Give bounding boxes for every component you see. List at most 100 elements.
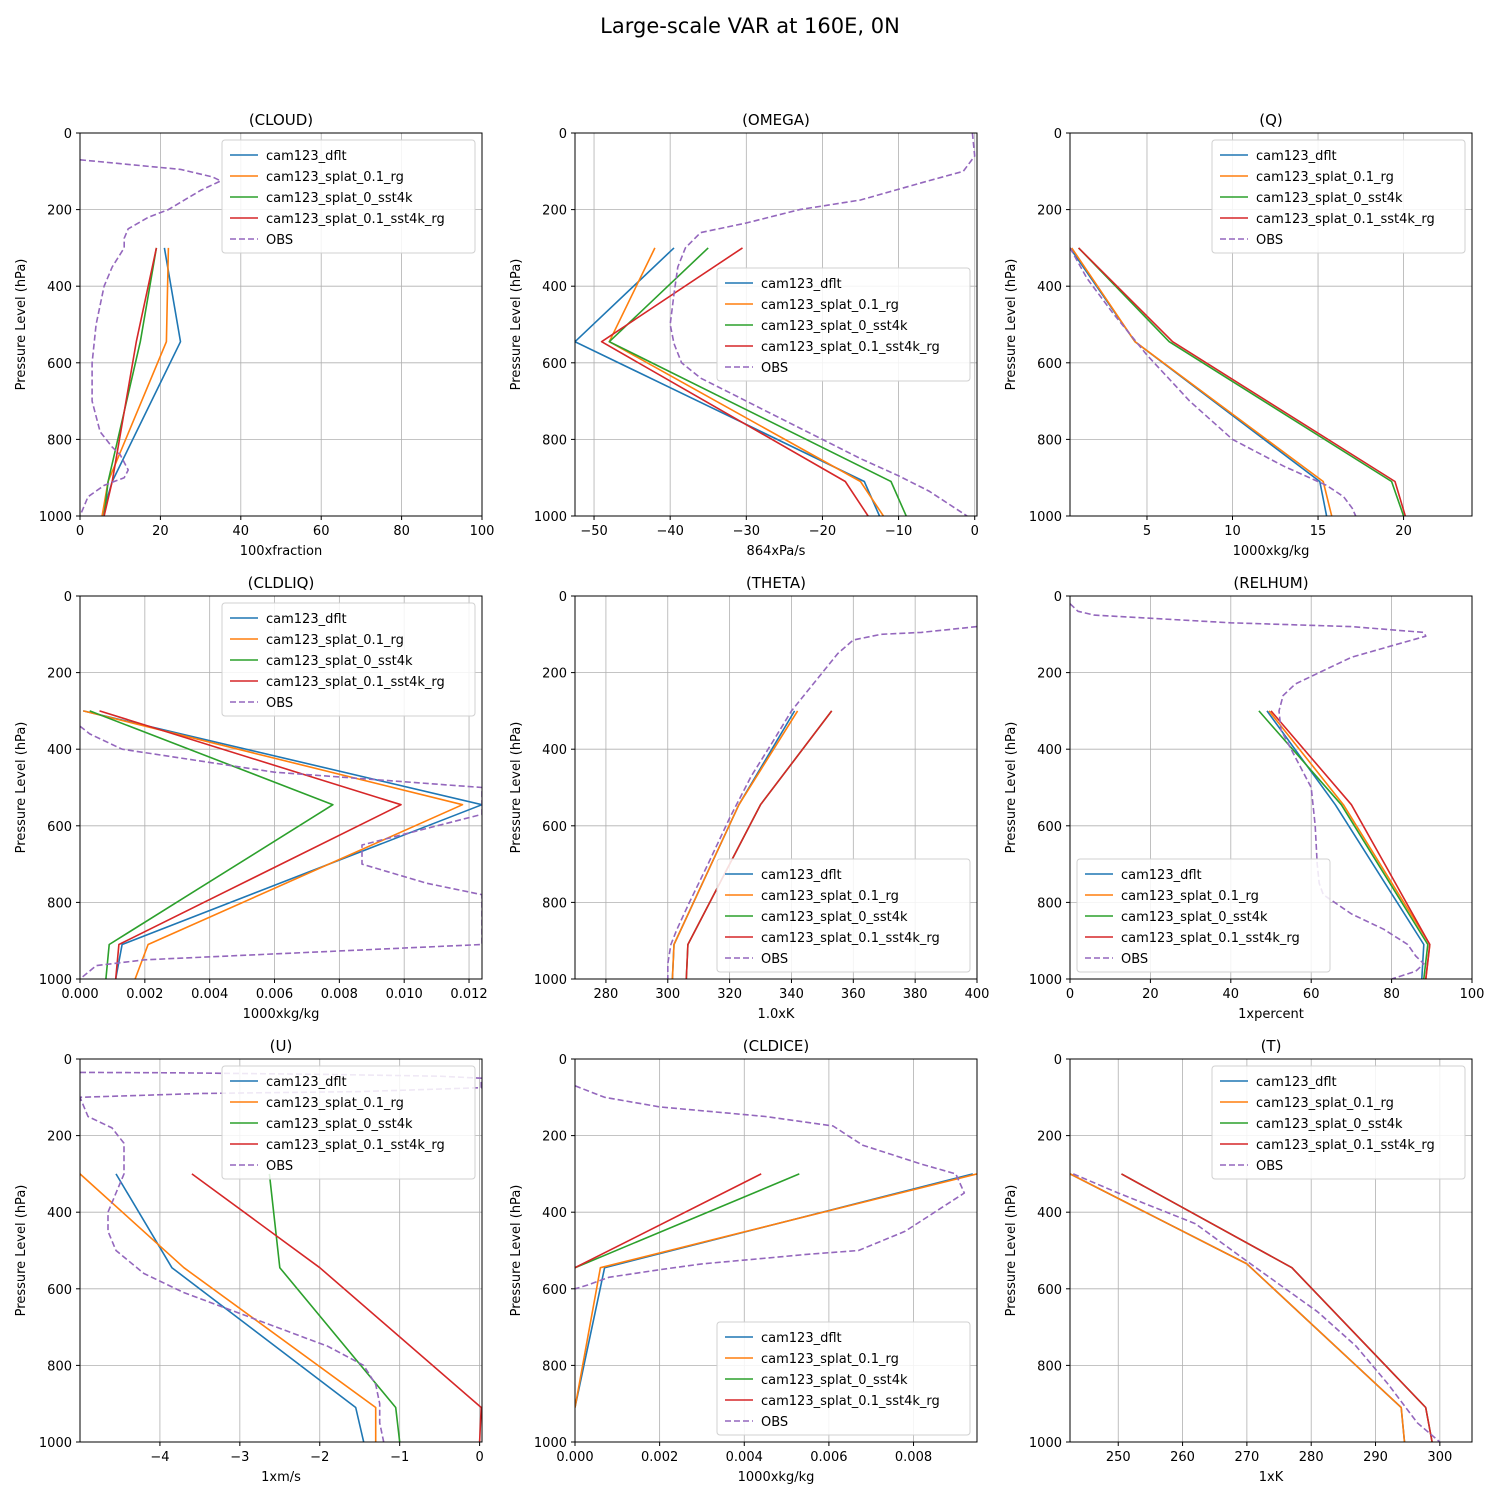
x-axis-label: 1000xkg/kg: [243, 1007, 320, 1022]
legend-label: cam123_dflt: [1256, 149, 1337, 164]
legend-label: OBS: [761, 361, 788, 376]
x-tick-label: −40: [656, 524, 683, 539]
subplot-title: (Q): [1259, 111, 1283, 129]
series-line-cam123_splat_0_sst4k: [1121, 1173, 1433, 1442]
x-tick-label: 15: [1310, 524, 1327, 539]
legend-box: [716, 267, 971, 382]
x-tick-label: 0.004: [191, 987, 228, 1002]
series-line-cam123_splat_0.1_rg: [80, 1173, 377, 1442]
y-tick-label: 800: [1037, 433, 1062, 448]
y-tick-label: 600: [47, 357, 72, 372]
subplot-q: 5 10 15 2002004006008001000(Q)1000xkg/kgPre…: [1004, 111, 1473, 559]
legend: cam123_dflt cam123_splat_0.1_rg cam123_spl…: [221, 1065, 476, 1180]
x-tick-label: 5: [1143, 524, 1151, 539]
y-tick-label: 600: [542, 1283, 567, 1298]
series-line-cam123_splat_0.1_sst4k_rg: [191, 1173, 482, 1442]
y-tick-label: 1000: [1029, 510, 1062, 525]
series-line-cam123_splat_0.1_sst4k_rg: [1078, 247, 1407, 516]
y-tick-label: 0: [64, 1053, 72, 1068]
x-tick-label: −50: [580, 524, 607, 539]
x-axis-label: 1000xkg/kg: [1233, 544, 1310, 559]
legend-box: [1076, 858, 1331, 973]
legend-label: cam123_dflt: [266, 1075, 347, 1090]
y-tick-label: 200: [542, 1130, 567, 1145]
legend-label: cam123_splat_0_sst4k: [761, 319, 908, 334]
legend-label: cam123_splat_0.1_sst4k_rg: [1256, 1138, 1435, 1153]
legend-label: cam123_splat_0.1_sst4k_rg: [761, 1394, 940, 1409]
x-axis-label: 1000xkg/kg: [738, 1470, 815, 1485]
y-axis-label: Pressure Level (hPa): [1004, 259, 1019, 391]
y-tick-label: 1000: [534, 973, 567, 988]
legend-label: cam123_splat_0_sst4k: [266, 191, 413, 206]
series-line-cam123_splat_0_sst4k: [268, 1173, 401, 1442]
legend-box: [1211, 139, 1466, 254]
legend-label: cam123_splat_0_sst4k: [761, 1373, 908, 1388]
y-tick-label: 600: [1037, 1283, 1062, 1298]
series-line-cam123_splat_0.1_sst4k_rg: [600, 247, 869, 516]
subplot-title: (THETA): [746, 574, 806, 592]
series-line-OBS: [1070, 603, 1427, 979]
subplot-cldliq: 0.000 0.002 0.004 0.006 0.008 0.010 0.012 0 200 4…: [14, 574, 488, 1022]
x-tick-label: −30: [733, 524, 760, 539]
y-tick-label: 800: [47, 1359, 72, 1374]
series-line-cam123_splat_0_sst4k: [575, 1173, 800, 1269]
y-tick-label: 400: [542, 743, 567, 758]
series-line-cam123_splat_0.1_rg: [1070, 1173, 1406, 1442]
y-tick-label: 1000: [534, 510, 567, 525]
legend-label: cam123_splat_0_sst4k: [266, 1117, 413, 1132]
legend-label: cam123_splat_0.1_rg: [1256, 170, 1394, 185]
x-tick-label: 0: [1066, 987, 1074, 1002]
series-line-cam123_splat_0_sst4k: [1258, 710, 1429, 979]
series-line-OBS: [1070, 247, 1357, 516]
y-tick-label: 200: [1037, 204, 1062, 219]
legend-label: cam123_splat_0.1_rg: [266, 1096, 404, 1111]
series-line-OBS: [80, 159, 222, 516]
x-tick-label: 0.002: [126, 987, 163, 1002]
y-tick-label: 600: [1037, 357, 1062, 372]
y-tick-label: 1000: [534, 1436, 567, 1451]
legend-label: OBS: [1256, 233, 1283, 248]
x-tick-label: 360: [841, 987, 866, 1002]
y-tick-label: 400: [1037, 1206, 1062, 1221]
x-tick-label: 0.000: [61, 987, 98, 1002]
axes-frame: [1069, 1058, 1473, 1443]
series-line-cam123_splat_0.1_rg: [575, 1173, 977, 1408]
legend-label: cam123_splat_0_sst4k: [1256, 1117, 1403, 1132]
subplot-omega: −50 −40 −30 −20 −10 0 0 200 400 600 800 1000 (OMEGA)…: [509, 111, 979, 559]
legend-label: cam123_splat_0.1_rg: [761, 889, 899, 904]
y-tick-label: 800: [47, 896, 72, 911]
y-tick-label: 200: [47, 1130, 72, 1145]
legend-label: OBS: [1121, 952, 1148, 967]
series-line-OBS: [666, 625, 977, 979]
legend-label: cam123_splat_0.1_sst4k_rg: [1256, 212, 1435, 227]
y-tick-label: 400: [47, 1206, 72, 1221]
x-tick-label: 20: [152, 524, 169, 539]
figure-title: Large-scale VAR at 160E, 0N: [600, 14, 900, 38]
x-axis-label: 1xm/s: [261, 1470, 301, 1485]
series-line-cam123_splat_0.1_sst4k_rg: [99, 710, 402, 979]
legend-label: cam123_splat_0.1_rg: [266, 633, 404, 648]
y-axis-label: Pressure Level (hPa): [1004, 1185, 1019, 1317]
subplot-title: (CLDICE): [743, 1037, 809, 1055]
series-line-cam123_splat_0_sst4k: [608, 247, 907, 516]
subplot-u: −4 −3 −2 −1 0 0 200 400 600 800 1000 (U) 1xm/s Pressu…: [14, 1037, 484, 1485]
legend-box: [221, 1065, 476, 1180]
subplot-relhum: 0 20 40 60 80 10002004006008001000(RELHUM)1xp…: [1004, 574, 1484, 1022]
legend: cam123_dflt cam123_splat_0.1_rg cam123_spl…: [716, 1321, 971, 1436]
x-tick-label: 400: [965, 987, 990, 1002]
subplot-t: 250 260 270 280 290 300 0 200 400 600 800 1000 (T) 1x…: [1004, 1037, 1473, 1485]
series-line-cam123_splat_0.1_sst4k_rg: [103, 247, 158, 516]
x-tick-label: 0.006: [810, 1450, 847, 1465]
series-line-cam123_dflt: [1070, 1173, 1406, 1442]
legend-label: cam123_splat_0.1_rg: [1121, 889, 1259, 904]
x-axis-label: 1xpercent: [1238, 1007, 1304, 1022]
legend-label: cam123_splat_0.1_sst4k_rg: [266, 212, 445, 227]
legend: cam123_dflt cam123_splat_0.1_rg cam123_spl…: [716, 858, 971, 973]
legend-label: OBS: [266, 233, 293, 248]
y-axis-label: Pressure Level (hPa): [509, 259, 524, 391]
x-tick-label: 270: [1234, 1450, 1259, 1465]
axes-frame: [79, 595, 483, 980]
legend-label: cam123_dflt: [266, 149, 347, 164]
x-tick-label: 20: [1395, 524, 1412, 539]
